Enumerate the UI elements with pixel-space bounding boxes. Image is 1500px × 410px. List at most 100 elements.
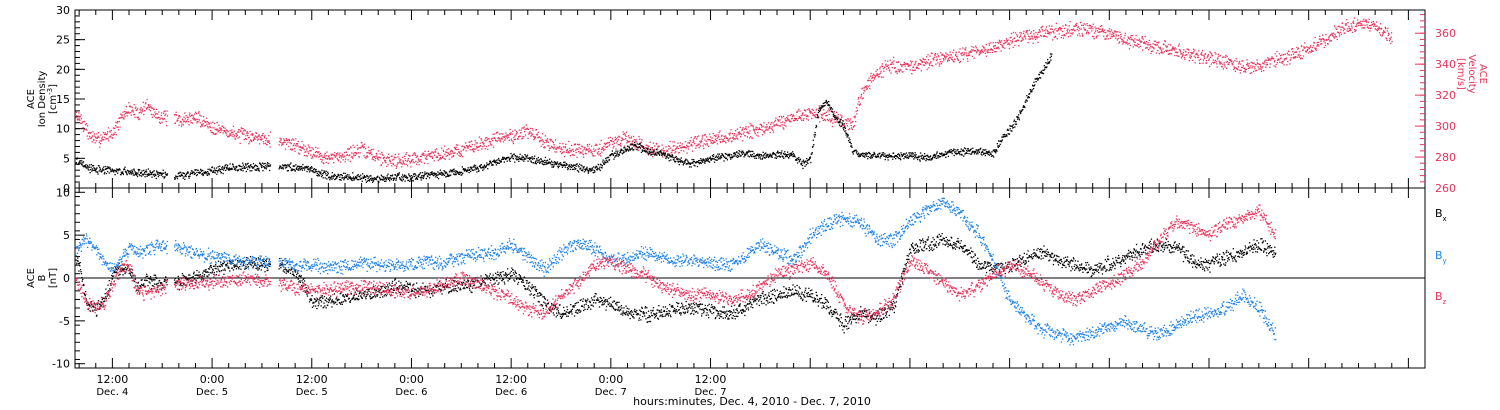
- data-point: [676, 147, 678, 149]
- data-point: [997, 41, 999, 43]
- data-point: [1218, 60, 1220, 62]
- data-point: [1349, 29, 1351, 32]
- data-point: [509, 158, 511, 160]
- data-point: [681, 146, 683, 148]
- data-point: [668, 148, 670, 150]
- data-point: [413, 173, 415, 175]
- data-point: [451, 150, 454, 152]
- data-point: [1058, 27, 1060, 30]
- data-point: [860, 95, 862, 97]
- data-point: [730, 154, 733, 156]
- data-point: [946, 53, 948, 55]
- data-point: [694, 165, 696, 167]
- data-point: [1048, 32, 1050, 34]
- data-point: [886, 65, 888, 67]
- data-point: [176, 176, 178, 178]
- data-point: [207, 172, 210, 174]
- data-point: [1111, 29, 1113, 31]
- data-point: [1003, 40, 1006, 42]
- data-point: [252, 162, 255, 165]
- data-point: [258, 170, 260, 172]
- data-point: [571, 166, 573, 168]
- data-point: [308, 171, 311, 173]
- data-point: [447, 152, 449, 154]
- data-point: [1165, 50, 1168, 52]
- data-point: [332, 153, 334, 155]
- data-point: [686, 144, 688, 146]
- data-point: [508, 139, 510, 141]
- data-point: [773, 124, 775, 126]
- data-point: [213, 127, 215, 129]
- data-point: [117, 126, 119, 128]
- data-point: [1134, 41, 1136, 43]
- data-point: [600, 155, 602, 157]
- data-point: [502, 141, 505, 143]
- data-point: [150, 173, 152, 176]
- data-point: [185, 121, 187, 123]
- data-point: [430, 156, 432, 158]
- data-point: [430, 172, 432, 174]
- data-point: [912, 69, 914, 71]
- data-point: [191, 122, 193, 124]
- data-point: [1079, 35, 1081, 37]
- data-point: [281, 142, 283, 144]
- data-point: [700, 142, 702, 144]
- data-point: [344, 161, 346, 163]
- data-point: [1256, 59, 1258, 61]
- data-point: [517, 158, 520, 160]
- data-point: [747, 155, 749, 157]
- data-point: [346, 175, 348, 178]
- data-point: [82, 130, 85, 132]
- data-point: [728, 140, 730, 142]
- data-point: [514, 138, 517, 140]
- data-point: [1060, 37, 1062, 39]
- data-point: [186, 116, 188, 118]
- data-point: [148, 173, 151, 175]
- data-point: [1342, 26, 1344, 28]
- data-point: [330, 153, 332, 155]
- data-point: [1308, 47, 1310, 49]
- data-point: [330, 154, 333, 157]
- data-point: [1333, 36, 1335, 38]
- data-point: [453, 170, 456, 172]
- data-point: [1287, 60, 1289, 63]
- data-point: [468, 141, 470, 143]
- data-point: [391, 155, 393, 157]
- data-point: [605, 157, 607, 160]
- data-point: [726, 137, 728, 140]
- data-point: [1168, 43, 1170, 46]
- data-point: [394, 156, 396, 159]
- data-point: [1112, 33, 1114, 35]
- data-point: [665, 146, 667, 148]
- data-point: [371, 179, 373, 181]
- data-point: [186, 172, 188, 174]
- data-point: [257, 169, 260, 171]
- data-point: [794, 119, 796, 121]
- data-point: [1240, 63, 1242, 65]
- data-point: [1386, 30, 1389, 32]
- data-point: [110, 136, 112, 138]
- data-point: [724, 152, 726, 155]
- data-point: [1084, 29, 1087, 31]
- data-point: [617, 136, 619, 139]
- data-point: [396, 164, 398, 166]
- data-point: [568, 164, 571, 166]
- data-point: [162, 169, 164, 171]
- data-point: [1117, 31, 1119, 33]
- data-point: [571, 149, 573, 151]
- data-point: [242, 164, 245, 166]
- data-point: [720, 157, 723, 159]
- data-point: [1364, 20, 1367, 22]
- data-point: [195, 113, 198, 115]
- data-point: [1002, 46, 1004, 48]
- data-point: [675, 151, 677, 153]
- data-point: [1169, 49, 1171, 51]
- data-point: [526, 127, 529, 129]
- data-point: [1143, 42, 1145, 44]
- data-point: [1321, 43, 1323, 45]
- data-point: [229, 168, 232, 170]
- data-point: [106, 168, 108, 170]
- data-point: [80, 163, 83, 165]
- data-point: [427, 162, 429, 165]
- data-point: [444, 158, 446, 160]
